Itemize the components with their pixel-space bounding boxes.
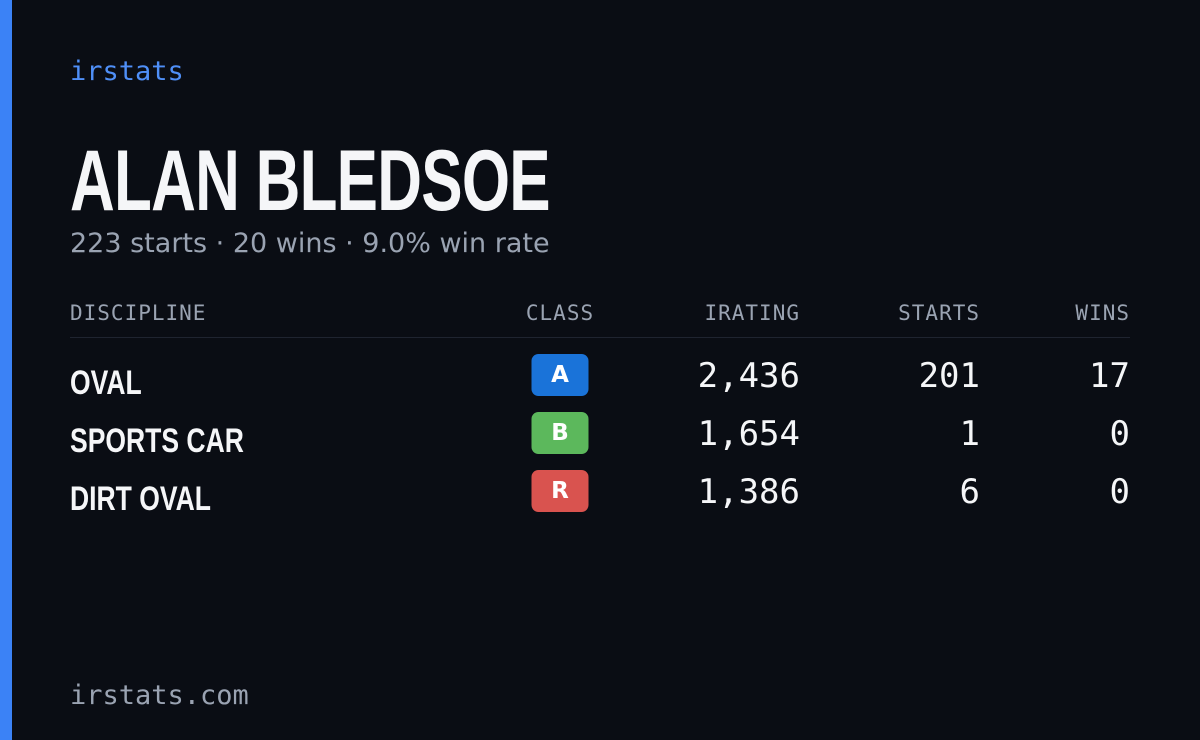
divider: [70, 337, 1130, 338]
column-header: IRATING: [704, 301, 800, 325]
column-header: STARTS: [898, 301, 980, 325]
starts: 201: [918, 356, 980, 396]
class-badge: B: [531, 412, 589, 454]
accent-bar: [0, 0, 12, 740]
discipline: SPORTS CAR: [70, 422, 244, 460]
starts: 1: [959, 414, 980, 454]
class-badge: A: [531, 354, 589, 396]
brand: irstats: [70, 56, 184, 87]
discipline: OVAL: [70, 364, 142, 402]
footer-url: irstats.com: [70, 680, 249, 711]
column-header: CLASS: [525, 301, 595, 325]
column-header: DISCIPLINE: [70, 301, 207, 325]
driver-name: ALAN BLEDSOE: [70, 133, 551, 229]
class-badge: R: [531, 470, 589, 512]
column-header: WINS: [1075, 301, 1130, 325]
wins: 0: [1109, 414, 1130, 454]
irating: 1,654: [697, 414, 800, 454]
summary: 223 starts · 20 wins · 9.0% win rate: [70, 228, 550, 259]
irating: 2,436: [697, 356, 800, 396]
discipline: DIRT OVAL: [70, 480, 211, 518]
wins: 0: [1109, 472, 1130, 512]
irating: 1,386: [697, 472, 800, 512]
starts: 6: [959, 472, 980, 512]
wins: 17: [1089, 356, 1130, 396]
